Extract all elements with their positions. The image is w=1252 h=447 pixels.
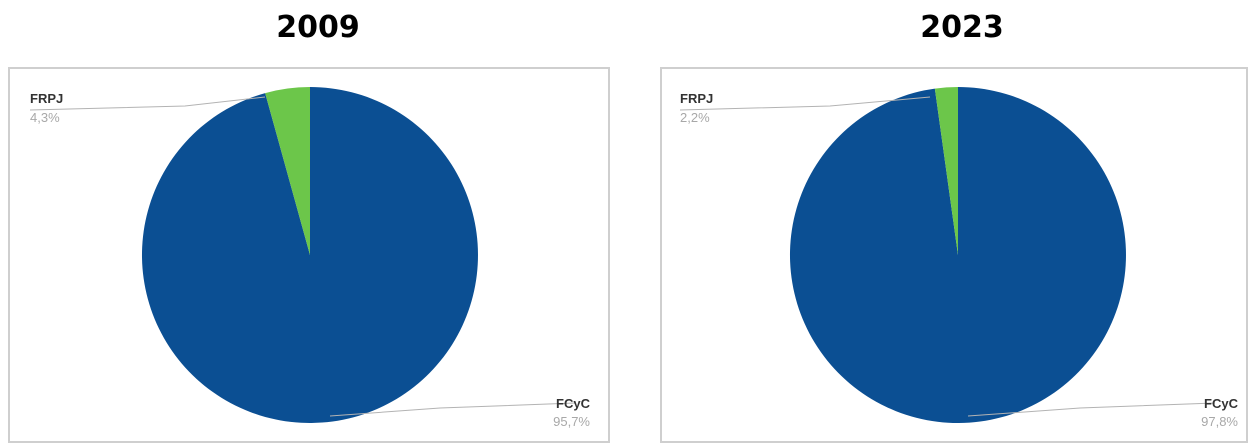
slice-label-frpj-2023: FRPJ bbox=[680, 91, 713, 106]
slice-label-fcyc-2023: FCyC bbox=[1204, 396, 1239, 411]
slice-value-frpj-2009: 4,3% bbox=[30, 110, 60, 125]
pie-slice-frpj-2023 bbox=[934, 87, 958, 255]
chart-title-2009: 2009 bbox=[276, 10, 360, 45]
leader-line-frpj-2009 bbox=[29, 96, 266, 111]
pie-slice-frpj-2009 bbox=[265, 86, 310, 255]
slice-label-fcyc-2009: FCyC bbox=[556, 396, 591, 411]
slice-label-frpj-2009: FRPJ bbox=[30, 91, 63, 106]
slice-value-fcyc-2009: 95,7% bbox=[553, 414, 590, 429]
leader-line-fcyc-2009 bbox=[329, 402, 576, 417]
leader-line-fcyc-2023 bbox=[967, 402, 1216, 417]
slice-value-fcyc-2023: 97,8% bbox=[1201, 414, 1238, 429]
chart-title-2023: 2023 bbox=[920, 10, 1004, 45]
leader-line-frpj-2023 bbox=[679, 96, 931, 111]
pie-slice-fcyc-2009 bbox=[141, 87, 478, 423]
pie-slice-fcyc-2023 bbox=[789, 87, 1126, 423]
pie-chart-2009 bbox=[141, 86, 478, 423]
pie-chart-2023 bbox=[789, 87, 1126, 423]
slice-value-frpj-2023: 2,2% bbox=[680, 110, 710, 125]
